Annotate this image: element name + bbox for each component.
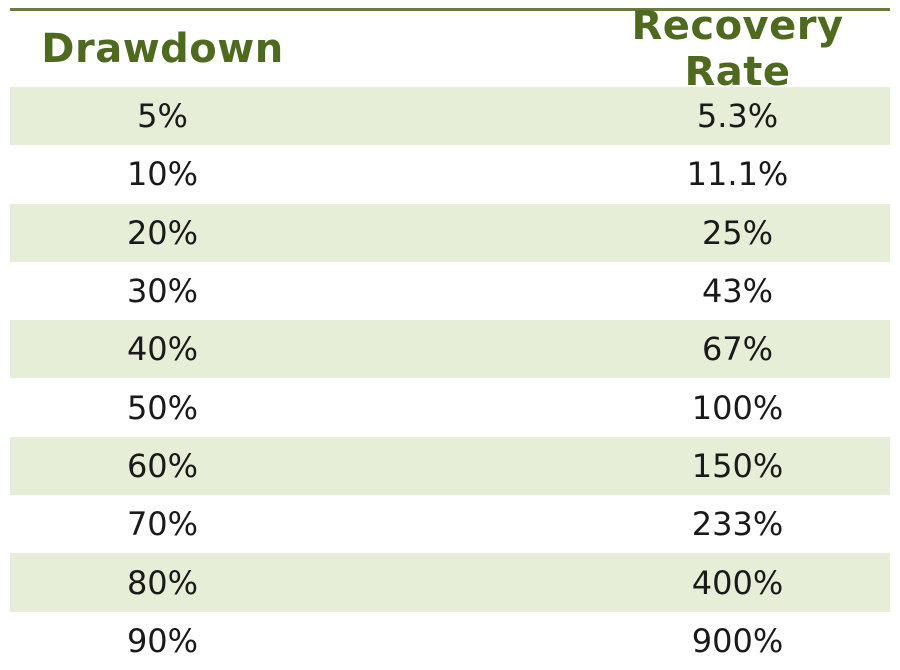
table-row: 60% 150% — [10, 436, 890, 496]
drawdown-cell: 30% — [126, 272, 199, 311]
drawdown-cell: 10% — [126, 155, 199, 194]
drawdown-cell: 60% — [126, 446, 199, 485]
drawdown-cell: 70% — [126, 505, 199, 544]
header-drawdown: Drawdown — [41, 26, 284, 72]
table-row: 5% 5.3% — [10, 87, 890, 146]
drawdown-cell: 50% — [126, 388, 199, 427]
recovery-rate-cell: 5.3% — [696, 97, 779, 136]
top-rule — [10, 8, 890, 11]
table-row: 50% 100% — [10, 378, 890, 437]
header-row: Drawdown Recovery Rate — [10, 3, 890, 95]
table-row: 30% 43% — [10, 261, 890, 321]
drawdown-cell: 90% — [126, 621, 199, 660]
drawdown-cell: 80% — [126, 563, 199, 602]
recovery-rate-cell: 100% — [691, 388, 784, 427]
table-row: 40% 67% — [10, 320, 890, 379]
recovery-rate-cell: 25% — [701, 213, 774, 252]
recovery-rate-cell: 233% — [691, 505, 784, 544]
table-body: 5% 5.3% 10% 11.1% 20% 25% 30% 43% 40% 67% 50% 100% 6… — [10, 87, 890, 670]
drawdown-cell: 5% — [137, 97, 188, 136]
table-row: 20% 25% — [10, 203, 890, 262]
recovery-rate-cell: 43% — [701, 272, 774, 311]
drawdown-cell: 20% — [126, 213, 199, 252]
recovery-rate-cell: 400% — [691, 563, 784, 602]
recovery-rate-cell: 900% — [691, 621, 784, 660]
table-row: 10% 11.1% — [10, 145, 890, 204]
drawdown-cell: 40% — [126, 330, 199, 369]
table-row: 80% 400% — [10, 553, 890, 612]
table-row: 70% 233% — [10, 495, 890, 554]
recovery-rate-cell: 11.1% — [686, 155, 789, 194]
table-row: 90% 900% — [10, 611, 890, 670]
drawdown-recovery-table: Drawdown Recovery Rate 5% 5.3% 10% 11.1% 20%… — [10, 3, 890, 670]
recovery-rate-cell: 67% — [701, 330, 774, 369]
header-recovery-rate: Recovery Rate — [631, 3, 844, 95]
recovery-rate-cell: 150% — [691, 446, 784, 485]
